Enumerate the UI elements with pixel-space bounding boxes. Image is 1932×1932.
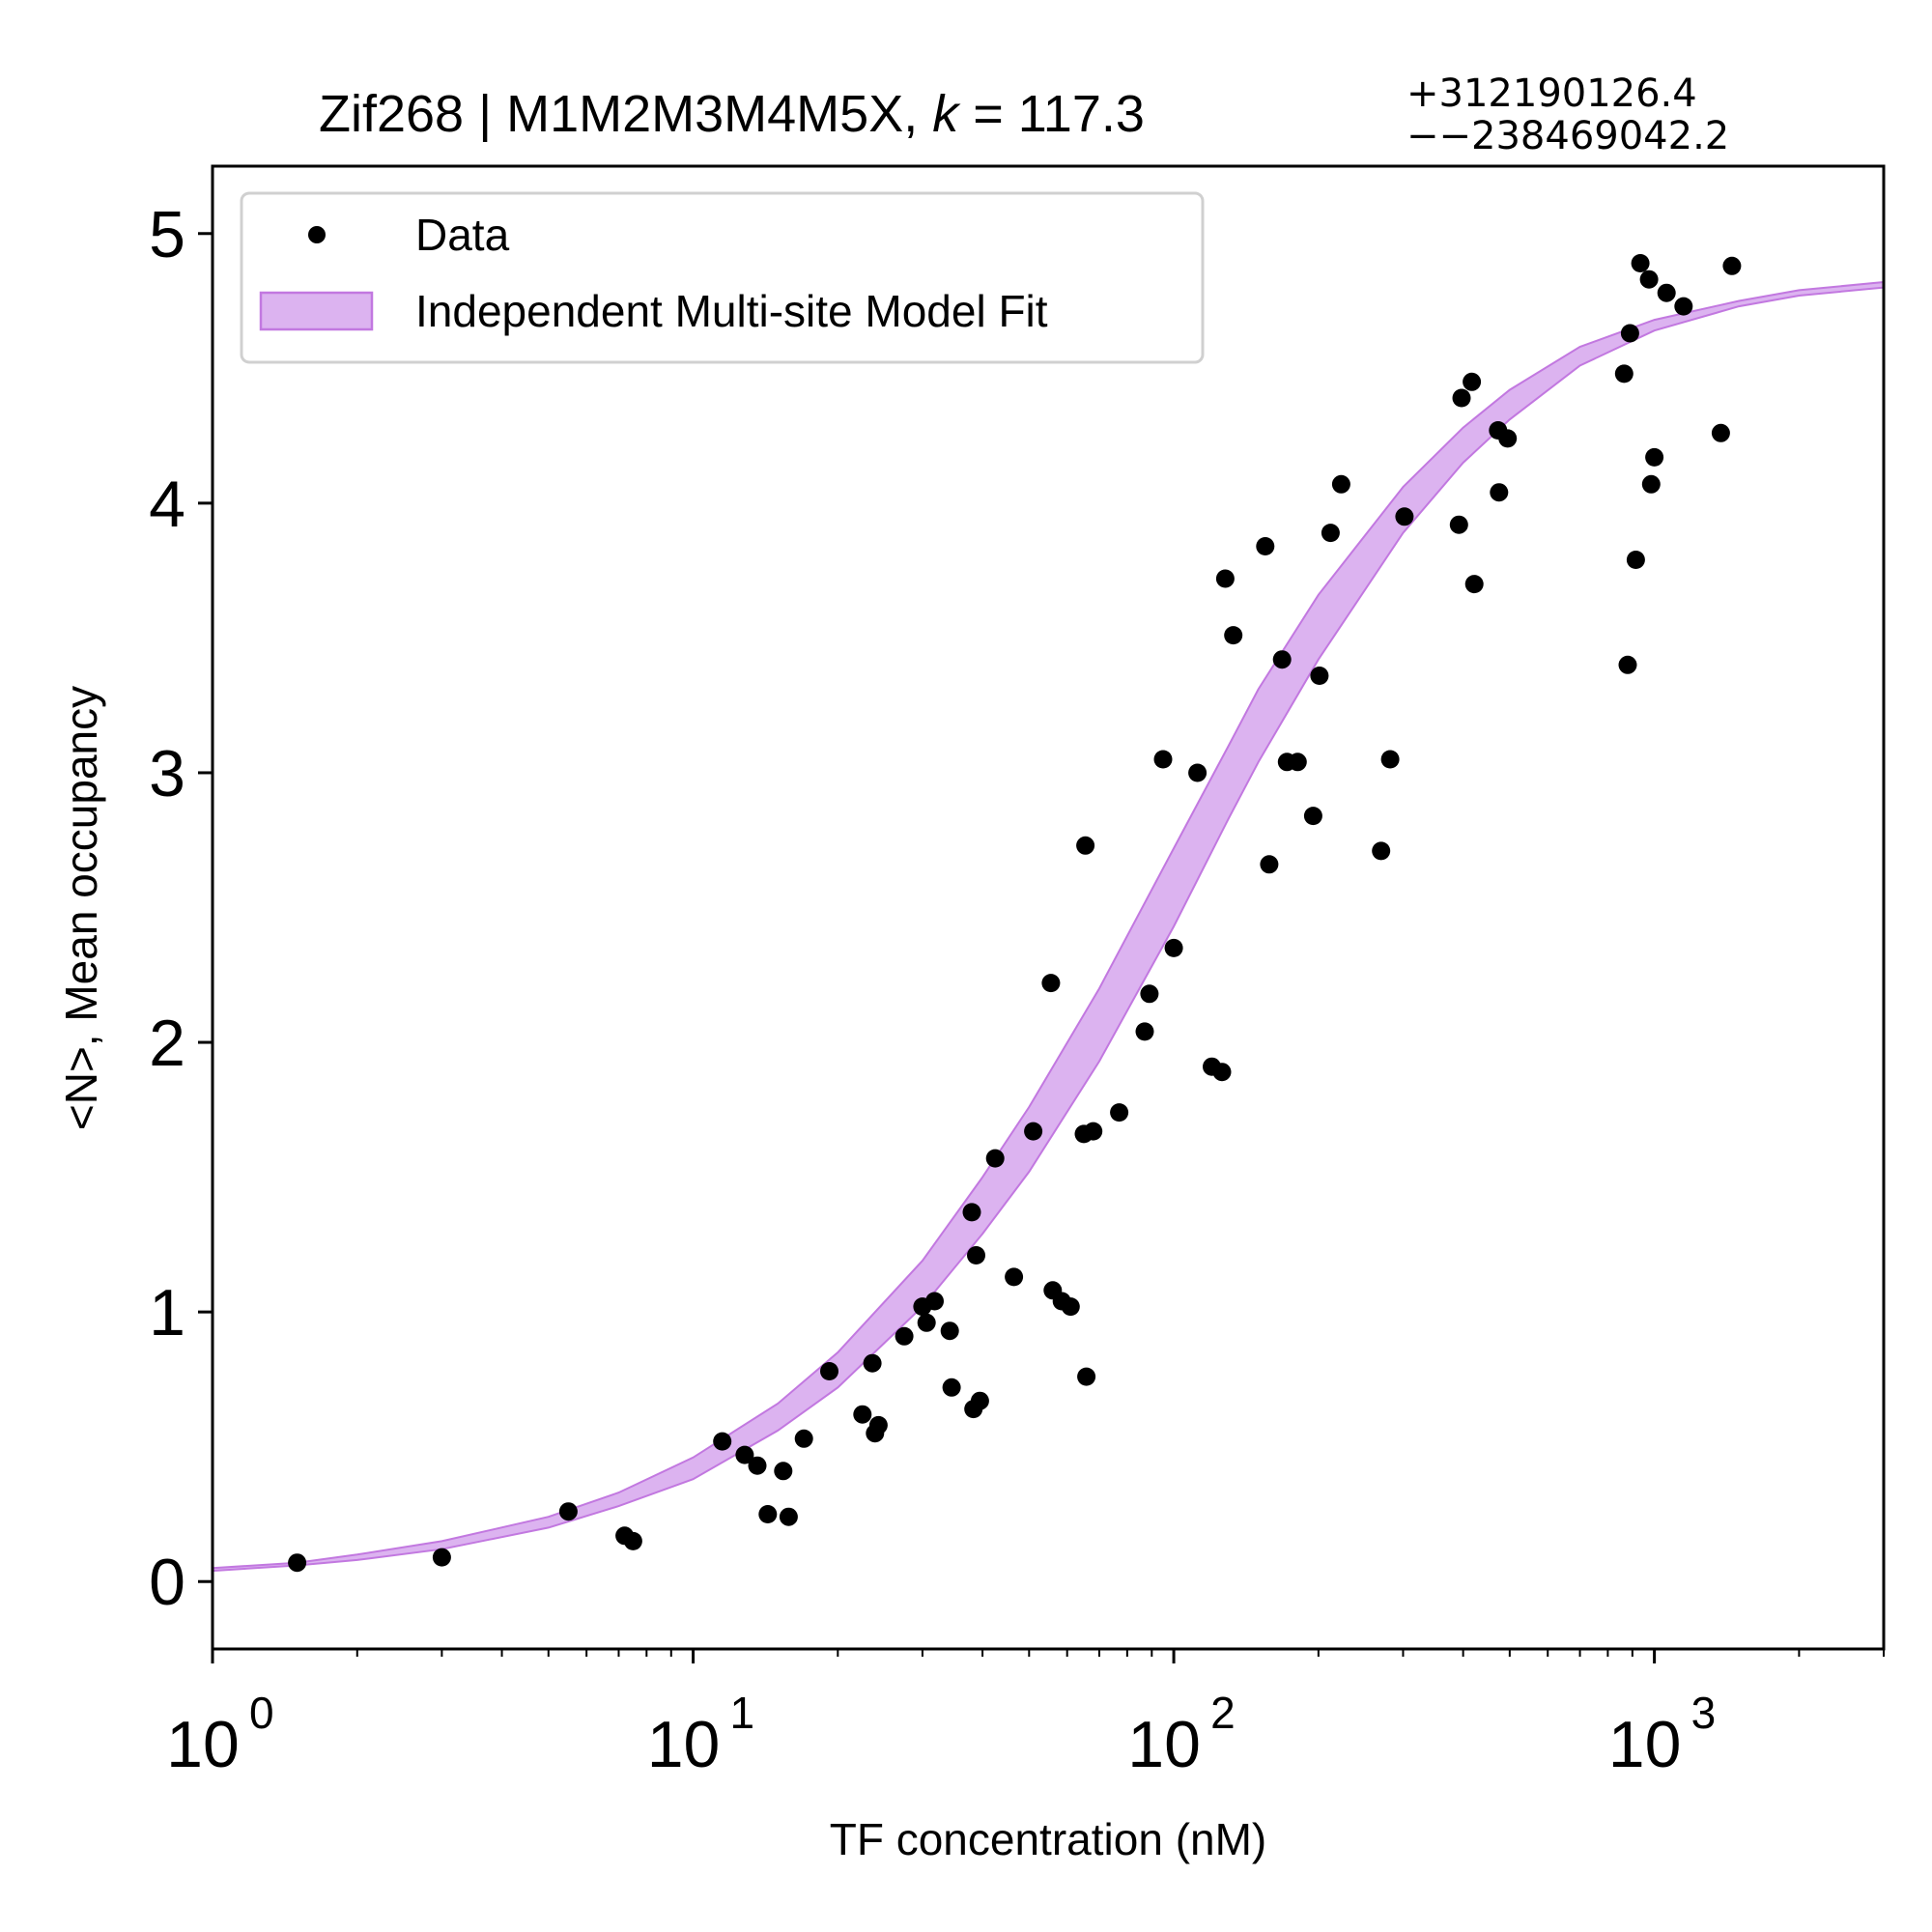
data-point <box>917 1313 936 1332</box>
data-point <box>1631 254 1650 272</box>
data-point <box>985 1149 1005 1168</box>
data-point <box>713 1432 732 1451</box>
data-point <box>779 1507 798 1526</box>
data-point <box>1140 984 1159 1004</box>
fit-band-upper-edge <box>212 281 1885 1570</box>
y-axis-label: <N>, Mean occupancy <box>56 686 106 1130</box>
data-point <box>432 1548 451 1567</box>
data-point <box>1212 1063 1232 1082</box>
data-point <box>1303 807 1322 826</box>
data-point <box>774 1462 793 1481</box>
y-tick-label: 3 <box>149 737 185 810</box>
data-point <box>1005 1267 1024 1287</box>
data-point <box>895 1326 914 1346</box>
data-point <box>1711 423 1730 442</box>
data-point <box>1321 524 1340 543</box>
fit-band-lower-edge <box>212 286 1885 1573</box>
legend-fit-label: Independent Multi-site Model Fit <box>415 286 1048 336</box>
data-point <box>925 1292 944 1311</box>
y-tick-label: 5 <box>149 198 185 271</box>
y-tick-label: 0 <box>149 1546 185 1619</box>
data-point <box>1084 1122 1103 1141</box>
data-point <box>1498 429 1518 448</box>
data-point <box>735 1445 754 1464</box>
x-tick-label: 10 <box>1127 1708 1201 1781</box>
chart-title: Zif268 | M1M2M3M4M5X, k = 117.3 <box>319 85 1145 143</box>
data-point <box>1061 1297 1080 1317</box>
x-tick-label-exponent: 0 <box>249 1688 274 1738</box>
data-point <box>1272 650 1292 669</box>
data-point <box>1449 515 1468 534</box>
data-point <box>1041 974 1061 993</box>
data-point <box>1224 626 1243 645</box>
data-point <box>1463 372 1482 391</box>
fit-band <box>213 282 1884 1572</box>
data-point <box>962 1203 981 1222</box>
data-point <box>1380 750 1400 769</box>
data-point <box>1674 297 1693 316</box>
data-point <box>288 1553 307 1573</box>
data-point <box>1215 569 1235 588</box>
plot-frame <box>211 164 1886 1651</box>
legend-box <box>240 191 1205 364</box>
title-upper-error: +312190126.4 <box>1406 71 1697 116</box>
data-point <box>1464 575 1484 594</box>
data-point <box>1620 324 1639 343</box>
data-point <box>1164 938 1183 957</box>
data-point <box>863 1353 882 1373</box>
data-point <box>820 1362 838 1380</box>
data-point <box>623 1531 642 1550</box>
data-point <box>558 1502 578 1521</box>
x-tick-label: 10 <box>647 1708 721 1781</box>
x-tick-label-exponent: 1 <box>730 1688 755 1738</box>
data-point <box>748 1456 767 1475</box>
data-point <box>1135 1022 1154 1041</box>
data-point <box>758 1505 778 1523</box>
data-point <box>1614 364 1634 384</box>
data-point <box>1639 270 1659 289</box>
legend-fit-swatch <box>259 291 374 331</box>
data-point <box>868 1415 888 1435</box>
data-point <box>1490 483 1509 502</box>
data-point <box>1626 551 1645 569</box>
x-axis-label: TF concentration (nM) <box>830 1814 1266 1864</box>
data-point <box>853 1405 872 1424</box>
data-point <box>1076 836 1095 855</box>
data-point <box>794 1429 813 1448</box>
data-point <box>1657 283 1676 302</box>
x-tick-label: 10 <box>1608 1708 1682 1781</box>
y-tick-label: 4 <box>149 468 185 541</box>
y-tick-label: 1 <box>149 1276 185 1350</box>
data-point <box>1310 667 1329 685</box>
x-tick-label-exponent: 3 <box>1691 1688 1717 1738</box>
data-point <box>1077 1367 1096 1386</box>
data-point <box>1188 763 1208 782</box>
legend: Data Independent Multi-site Model Fit <box>240 191 1205 364</box>
legend-data-marker <box>308 226 326 243</box>
data-point <box>1645 447 1664 467</box>
y-tick-label: 2 <box>149 1007 185 1080</box>
legend-data-label: Data <box>415 210 510 260</box>
data-point <box>1641 474 1661 494</box>
data-point <box>1153 750 1173 769</box>
data-point <box>942 1378 961 1397</box>
data-point <box>1618 655 1637 674</box>
data-point <box>1452 388 1471 408</box>
data-point <box>1256 537 1275 555</box>
x-tick-label-exponent: 2 <box>1210 1688 1236 1738</box>
data-point <box>1110 1103 1129 1122</box>
data-point <box>1024 1122 1043 1141</box>
data-point <box>1331 474 1350 494</box>
data-point <box>1260 855 1279 874</box>
data-point <box>970 1391 989 1410</box>
title-lower-error: −−238469042.2 <box>1406 114 1729 158</box>
data-point <box>1395 507 1414 526</box>
data-point <box>940 1321 959 1341</box>
data-point <box>967 1246 985 1264</box>
data-point <box>1372 841 1391 861</box>
data-point <box>1288 753 1307 772</box>
data-point <box>1722 256 1742 275</box>
x-tick-label: 10 <box>166 1708 240 1781</box>
